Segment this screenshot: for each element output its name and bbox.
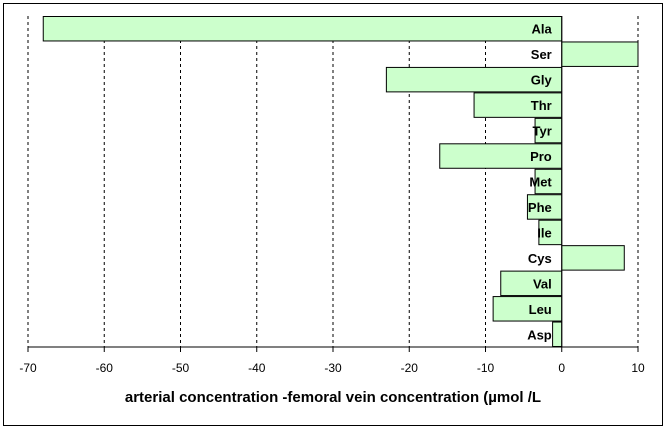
category-label-ser: Ser [531, 47, 552, 62]
category-label-val: Val [533, 276, 552, 291]
bars [42, 16, 639, 347]
x-axis-title: arterial concentration -femoral vein con… [125, 389, 541, 406]
x-tick-label: -50 [172, 361, 190, 375]
x-tick-label: -40 [248, 361, 266, 375]
category-label-ile: Ile [537, 225, 551, 240]
bar-cys [561, 245, 625, 271]
category-label-tyr: Tyr [532, 124, 551, 139]
bar-ser [561, 41, 639, 67]
bar-pro [439, 143, 563, 169]
bar-thr [473, 92, 563, 118]
category-labels: Ala Ser Gly Thr Tyr Pro Met Phe Ile Cys Val Leu Asp [527, 22, 552, 343]
category-label-gly: Gly [531, 73, 553, 88]
bar-ala [42, 16, 563, 42]
bar-asp [552, 321, 563, 347]
category-label-leu: Leu [529, 302, 552, 317]
category-label-asp: Asp [527, 327, 552, 342]
x-tick-label: -20 [401, 361, 419, 375]
category-label-phe: Phe [528, 200, 552, 215]
chart-frame [3, 3, 663, 426]
category-label-pro: Pro [530, 149, 552, 164]
x-tick-label: -70 [19, 361, 37, 375]
x-tick-label: 0 [558, 361, 565, 375]
bar-val [500, 270, 563, 297]
x-tick-label: -10 [477, 361, 495, 375]
category-label-cys: Cys [528, 251, 552, 266]
x-tick-label: 10 [631, 361, 645, 375]
bar-gly [385, 66, 563, 93]
bar-leu [492, 296, 563, 322]
category-label-ala: Ala [532, 22, 553, 37]
x-tick-label: -60 [96, 361, 114, 375]
x-axis: -70 -60 -50 -40 -30 -20 -10 0 10 [19, 346, 645, 375]
category-label-met: Met [529, 175, 552, 190]
x-tick-label: -30 [324, 361, 342, 375]
category-label-thr: Thr [531, 98, 552, 113]
